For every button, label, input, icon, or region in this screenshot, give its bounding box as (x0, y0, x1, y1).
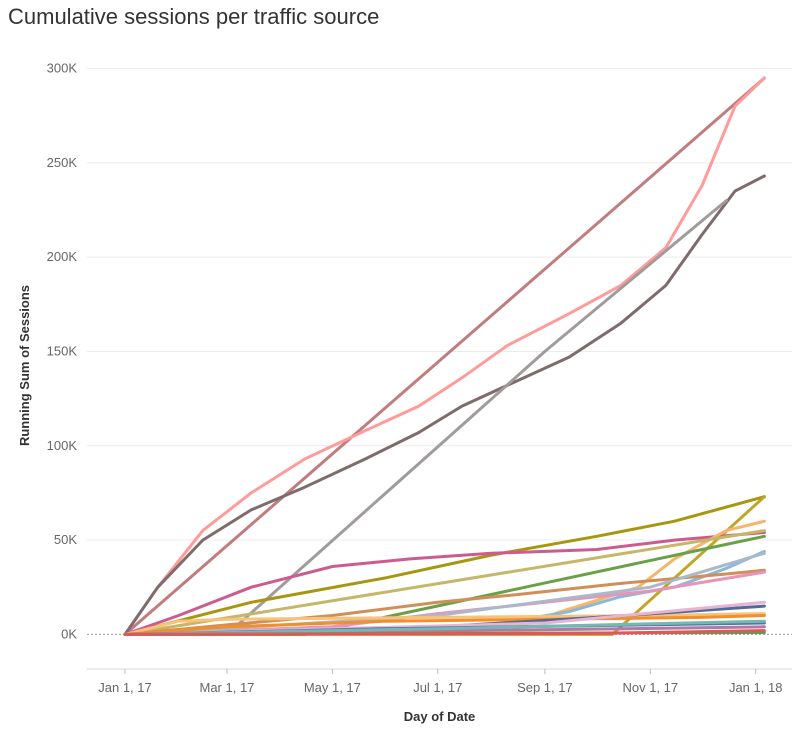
x-tick-label: Mar 1, 17 (200, 680, 255, 695)
y-tick-label: 0K (61, 626, 77, 641)
x-tick-label: Jan 1, 18 (729, 680, 783, 695)
series-line (123, 174, 766, 636)
series-line (123, 612, 766, 636)
y-axis-title: Running Sum of Sessions (17, 285, 32, 446)
x-axis-title: Day of Date (404, 709, 476, 724)
series-line (123, 495, 766, 636)
y-tick-label: 200K (47, 249, 78, 264)
series-line (123, 619, 766, 636)
series-line (123, 629, 766, 636)
x-tick-label: Jul 1, 17 (413, 680, 462, 695)
x-tick-label: May 1, 17 (304, 680, 361, 695)
x-tick-label: Nov 1, 17 (622, 680, 678, 695)
series-line (123, 529, 766, 636)
x-tick-label: Sep 1, 17 (517, 680, 573, 695)
series-line (123, 76, 766, 636)
chart-title: Cumulative sessions per traffic source (8, 4, 380, 29)
series-line (123, 568, 766, 636)
x-tick-label: Jan 1, 17 (98, 680, 152, 695)
y-tick-label: 150K (47, 343, 78, 358)
series-line (123, 531, 766, 636)
y-tick-label: 100K (47, 438, 78, 453)
y-tick-label: 300K (47, 61, 78, 76)
series-line (123, 76, 766, 636)
y-tick-label: 250K (47, 155, 78, 170)
series-line (123, 614, 766, 636)
y-tick-label: 50K (54, 532, 77, 547)
